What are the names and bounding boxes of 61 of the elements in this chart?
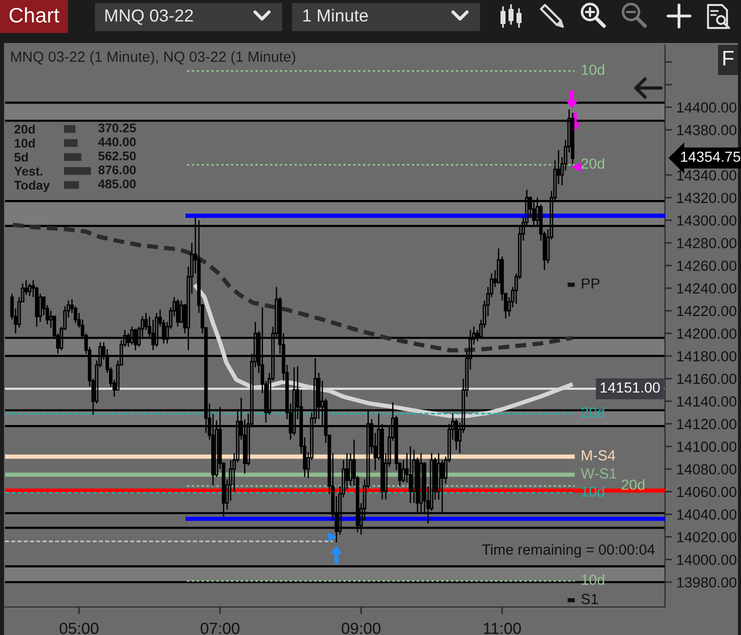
candlestick <box>176 298 180 328</box>
y-tick-label: 14080.00 <box>677 464 736 474</box>
line-series <box>10 222 575 352</box>
y-tick-label: Yest. <box>14 166 42 176</box>
bar <box>64 153 82 161</box>
y-tick-label: 14340.00 <box>677 170 736 180</box>
y-tick-label: 10d <box>14 138 35 148</box>
text: 14354.75 <box>681 152 740 162</box>
annotation: Time remaining = 00:00:04 <box>482 544 655 558</box>
bar <box>64 125 76 133</box>
y-tick-label: 14120.00 <box>677 418 736 430</box>
y-tick-label: 14040.00 <box>677 509 736 520</box>
x-tick-label: 07:00 <box>200 622 240 634</box>
y-tick-label: 14020.00 <box>677 532 736 542</box>
series-label: PP <box>582 278 600 288</box>
y-tick-label: Today <box>14 180 50 192</box>
candlestick <box>28 282 32 297</box>
series-label: S1 <box>581 594 598 604</box>
y-tick-label: 14260.00 <box>677 260 736 271</box>
y-tick-label: 20d <box>14 124 35 134</box>
text: 20d <box>622 479 644 490</box>
data-label: 562.50 <box>98 152 136 160</box>
y-tick-label: 14380.00 <box>677 124 736 136</box>
candlestick <box>408 446 412 504</box>
y-tick-label: 14180.00 <box>677 351 736 362</box>
x-tick-label: 05:00 <box>60 622 98 634</box>
y-tick-label: 14140.00 <box>677 396 736 407</box>
text: F <box>723 51 734 66</box>
bar <box>64 167 91 175</box>
bar <box>64 139 78 147</box>
chart-title: MNQ 03-22 (1 Minute), NQ 03-22 (1 Minute) <box>11 51 296 65</box>
y-tick-label: 5d <box>14 152 28 162</box>
y-tick-label: 13980.00 <box>677 577 736 588</box>
data-label: 370.25 <box>98 124 136 132</box>
y-tick-label: 14320.00 <box>677 192 736 204</box>
x-tick-label: 11:00 <box>484 622 521 634</box>
y-tick-label: 14000.00 <box>677 554 736 565</box>
series-label: 20d <box>581 158 604 169</box>
y-tick-label: 14100.00 <box>677 442 736 452</box>
y-tick-label: 14280.00 <box>677 238 736 248</box>
data-label: 440.00 <box>98 138 136 146</box>
y-tick-label: 14300.00 <box>677 215 736 226</box>
text: Chart <box>10 7 60 23</box>
text: MNQ 03-22 <box>105 9 193 25</box>
series-label: M-S4 <box>582 450 616 461</box>
x-tick-label: 09:00 <box>342 622 380 634</box>
y-tick-label: 14220.00 <box>677 306 736 316</box>
y-tick-label: 14400.00 <box>677 102 736 113</box>
data-label: 876.00 <box>98 166 136 174</box>
point <box>571 162 581 172</box>
y-tick-label: 14160.00 <box>677 374 736 384</box>
y-tick-label: 14060.00 <box>677 486 736 498</box>
data-label: 485.00 <box>98 180 136 188</box>
text: 1 Minute <box>303 8 368 22</box>
series-label: 10d <box>582 64 604 75</box>
y-tick-label: 14200.00 <box>677 328 736 339</box>
point <box>328 532 338 542</box>
y-tick-label: 14240.00 <box>677 283 736 294</box>
ref-line-label: 14151.00 <box>600 382 660 393</box>
bar <box>64 181 79 189</box>
series-label: W-S1 <box>580 468 616 479</box>
